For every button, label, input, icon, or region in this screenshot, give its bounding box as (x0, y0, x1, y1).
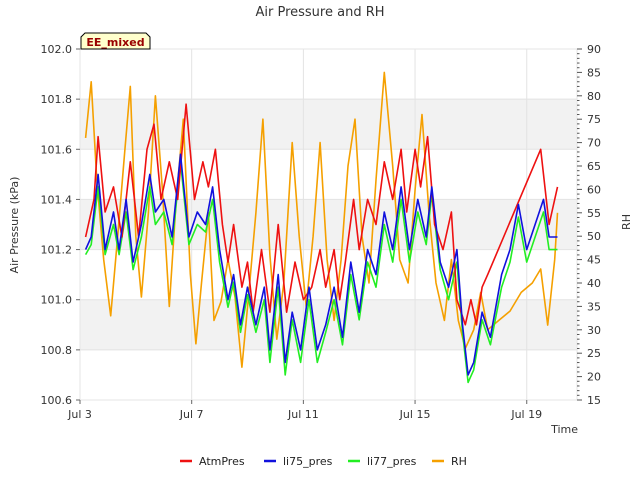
x-axis: Jul 3 Jul 7 Jul 11 Jul 15 Jul 19 (67, 400, 542, 421)
grid-band (80, 99, 577, 150)
left-tick-label: 100.6 (41, 394, 73, 407)
right-tick-label: 25 (587, 347, 601, 360)
site-label-badge: EE_mixed (80, 32, 151, 50)
site-label-text: EE_mixed (86, 36, 144, 49)
right-tick-label: 50 (587, 230, 601, 243)
plot-frame (79, 48, 578, 401)
plot-area (79, 48, 578, 401)
right-tick-label: 90 (587, 43, 601, 56)
right-tick-label: 30 (587, 324, 601, 337)
left-axis-title: Air Pressure (kPa) (8, 177, 21, 274)
right-tick-label: 85 (587, 66, 601, 79)
right-tick-label: 40 (587, 277, 601, 290)
left-tick-label: 102.0 (41, 43, 73, 56)
right-tick-label: 15 (587, 394, 601, 407)
right-axis-title: RH (620, 214, 633, 230)
legend-item: AtmPres (180, 455, 245, 468)
series-layer (84, 71, 559, 384)
legend: AtmPres li75_pres li77_pres RH (180, 455, 467, 468)
x-tick-label: Jul 19 (510, 408, 542, 421)
legend-item: RH (432, 455, 467, 468)
x-tick-label: Jul 3 (67, 408, 92, 421)
x-tick-label: Jul 7 (179, 408, 204, 421)
series-line-li77-pres (84, 161, 558, 384)
grid-band (80, 299, 577, 350)
legend-item: li75_pres (264, 455, 333, 468)
legend-item: li77_pres (348, 455, 417, 468)
legend-label: li77_pres (367, 455, 417, 468)
left-tick-label: 101.2 (41, 244, 73, 257)
series-line-li75-pres (84, 153, 558, 376)
left-tick-label: 101.4 (41, 193, 73, 206)
right-tick-label: 80 (587, 90, 601, 103)
left-axis: 100.6 100.8 101.0 101.2 101.4 101.6 101.8 102.0 (41, 43, 80, 407)
right-tick-label: 20 (587, 371, 601, 384)
legend-label: AtmPres (199, 455, 245, 468)
left-tick-label: 101.8 (41, 93, 73, 106)
site-label-box (80, 32, 151, 50)
right-tick-label: 60 (587, 183, 601, 196)
right-tick-label: 70 (587, 137, 601, 150)
left-tick-label: 101.0 (41, 294, 73, 307)
x-axis-title: Time (550, 423, 578, 436)
right-tick-label: 35 (587, 300, 601, 313)
x-tick-label: Jul 11 (287, 408, 319, 421)
right-axis: 15 20 25 30 35 40 45 50 55 60 65 70 75 80 85 90 (577, 43, 601, 407)
chart-title: Air Pressure and RH (255, 5, 384, 20)
right-tick-label: 75 (587, 113, 601, 126)
right-tick-label: 65 (587, 160, 601, 173)
x-tick-label: Jul 15 (399, 408, 431, 421)
right-tick-label: 45 (587, 254, 601, 267)
left-tick-label: 100.8 (41, 344, 73, 357)
legend-label: RH (451, 455, 467, 468)
right-tick-label: 55 (587, 207, 601, 220)
left-tick-label: 101.6 (41, 143, 73, 156)
legend-label: li75_pres (283, 455, 333, 468)
series-line-atmpres (84, 103, 559, 326)
